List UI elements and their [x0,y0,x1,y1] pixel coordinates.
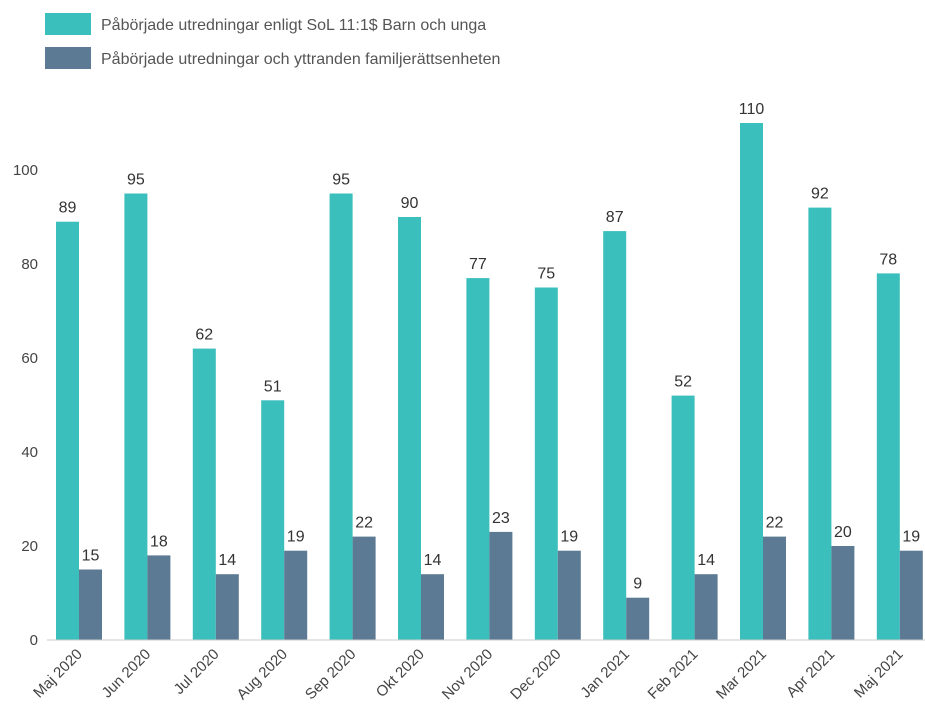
bar-barn-och-unga [534,287,558,640]
x-tick-label-mar-2021: Mar 2021 [713,646,770,703]
bar-barn-och-unga [740,123,763,640]
data-label: 110 [739,101,765,118]
bar-familjerattsenheten [626,597,650,640]
bar-familjerattsenheten [284,550,308,640]
x-tick-label-apr-2021: Apr 2021 [783,646,838,701]
y-tick-label: 60 [21,350,38,367]
bar-familjerattsenheten [147,555,171,640]
data-label: 90 [401,195,419,212]
bar-familjerattsenheten [352,536,376,640]
data-label: 14 [697,552,715,569]
data-label: 22 [355,515,373,532]
data-label: 15 [82,548,100,565]
bars [56,123,923,640]
legend-label-familjerattsenheten: Påbörjade utredningar och yttranden fami… [101,50,500,68]
y-tick-label: 100 [13,162,38,179]
bar-familjerattsenheten [489,531,513,640]
data-label: 19 [560,529,578,546]
bar-barn-och-unga [876,273,900,640]
legend: Påbörjade utredningar enligt SoL 11:1$ B… [45,13,500,69]
bar-barn-och-unga [398,217,421,640]
bar-familjerattsenheten [79,569,102,640]
value-labels: 89 15 95 18 62 14 51 19 95 22 90 14 77 23 75 19 87 9 52 14 1… [59,101,921,593]
x-tick-label-nov-2020: Nov 2020 [439,646,496,703]
data-label: 89 [59,200,77,217]
data-label: 75 [537,266,555,283]
bar-barn-och-unga [261,400,285,640]
data-label: 95 [127,172,145,189]
x-tick-label-jul-2020: Jul 2020 [171,646,223,698]
data-label: 19 [902,529,920,546]
data-label: 19 [287,529,305,546]
bar-familjerattsenheten [831,546,855,640]
bar-familjerattsenheten [215,574,239,640]
data-label: 23 [492,510,510,527]
x-tick-label-jun-2020: Jun 2020 [99,646,155,702]
x-tick-label-maj-2020: Maj 2020 [30,646,86,702]
y-tick-label: 0 [30,632,38,649]
bar-barn-och-unga [192,348,216,640]
data-label: 62 [195,327,213,344]
y-tick-label: 80 [21,256,38,273]
y-axis: 0 20 40 60 80 100 [13,162,38,649]
legend-swatch-barn-och-unga [45,13,91,35]
bar-barn-och-unga [329,193,353,640]
data-label: 14 [218,552,236,569]
data-label: 78 [879,251,897,268]
bar-familjerattsenheten [557,550,581,640]
data-label: 51 [264,378,282,395]
bar-barn-och-unga [124,193,148,640]
data-label: 92 [811,186,829,203]
bar-familjerattsenheten [899,550,923,640]
data-label: 9 [633,576,642,593]
data-label: 87 [606,209,624,226]
data-label: 14 [424,552,442,569]
x-tick-label-aug-2020: Aug 2020 [234,646,291,703]
bar-barn-och-unga [603,231,627,640]
y-tick-label: 20 [21,538,38,555]
x-tick-label-jan-2021: Jan 2021 [577,646,633,702]
data-label: 18 [150,533,168,550]
bar-barn-och-unga [466,278,490,640]
y-tick-label: 40 [21,444,38,461]
legend-label-barn-och-unga: Påbörjade utredningar enligt SoL 11:1$ B… [101,16,486,34]
bar-familjerattsenheten [694,574,718,640]
data-label: 52 [674,374,692,391]
bar-barn-och-unga [671,395,695,640]
x-tick-label-okt-2020: Okt 2020 [373,646,428,701]
x-axis: Maj 2020 Jun 2020 Jul 2020 Aug 2020 Sep 2020… [30,646,906,703]
legend-swatch-familjerattsenheten [45,47,91,69]
x-tick-label-sep-2020: Sep 2020 [302,646,359,703]
data-label: 95 [332,172,350,189]
bar-barn-och-unga [56,221,79,640]
data-label: 77 [469,256,487,273]
data-label: 20 [834,524,852,541]
x-tick-label-dec-2020: Dec 2020 [507,646,564,703]
x-tick-label-maj-2021: Maj 2021 [851,646,907,702]
bar-familjerattsenheten [421,574,444,640]
bar-familjerattsenheten [763,536,786,640]
x-tick-label-feb-2021: Feb 2021 [645,646,702,703]
bar-barn-och-unga [808,207,832,640]
data-label: 22 [766,515,784,532]
